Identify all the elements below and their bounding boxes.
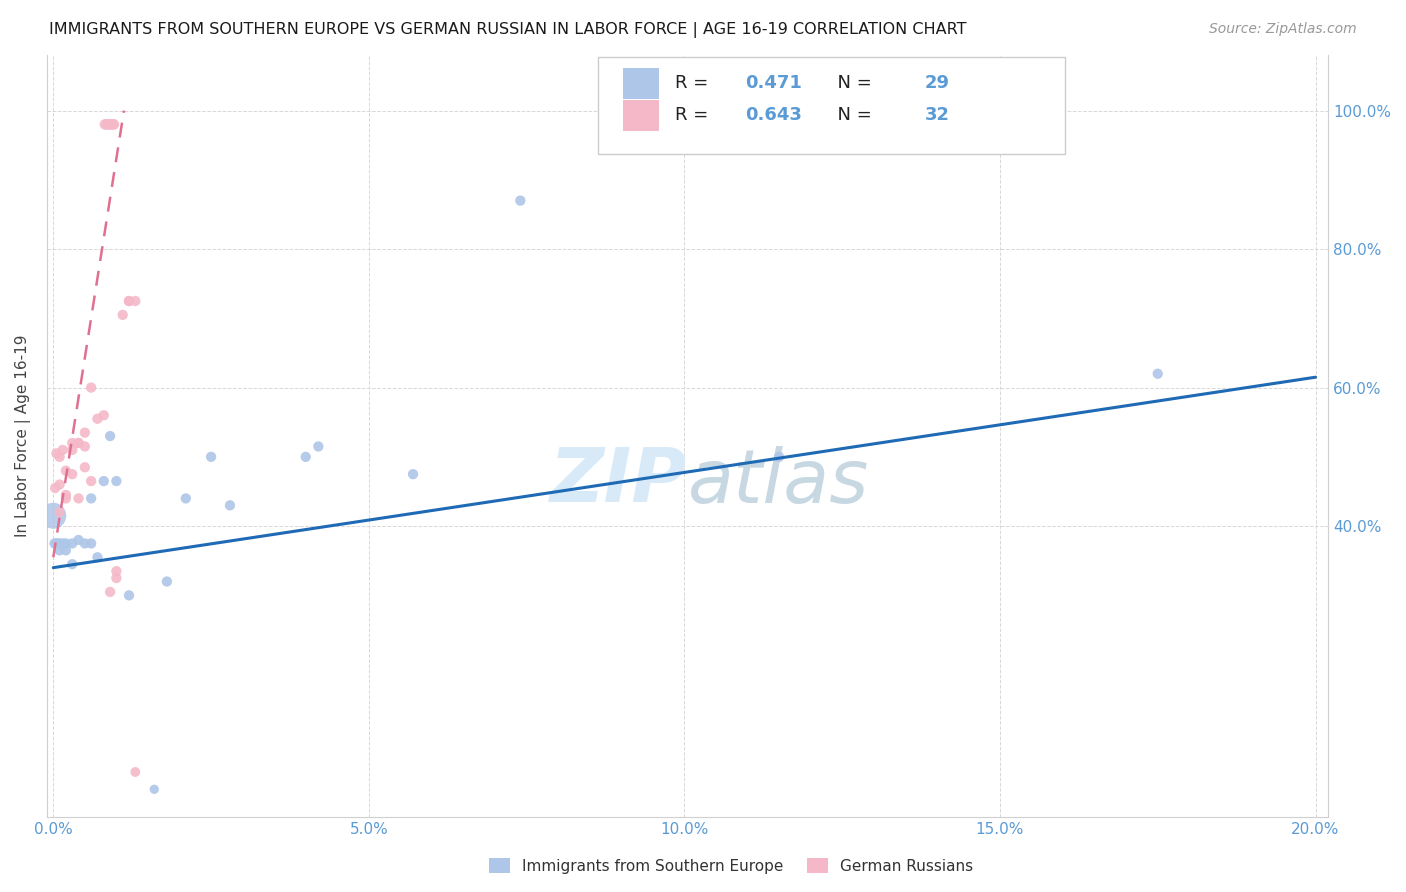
- Point: [55, 488, 77, 502]
- Text: 0.471: 0.471: [745, 74, 801, 93]
- Point: [1146, 367, 1168, 381]
- Point: [200, 450, 222, 464]
- Text: 32: 32: [925, 106, 949, 124]
- Text: N =: N =: [825, 106, 877, 124]
- Point: [768, 450, 790, 464]
- Point: [86, 411, 108, 425]
- Point: [98, 585, 121, 599]
- Point: [55, 464, 77, 478]
- Point: [55, 536, 77, 550]
- Point: [118, 293, 141, 308]
- Point: [48, 477, 70, 491]
- Point: [52, 442, 75, 457]
- Point: [55, 543, 77, 558]
- Point: [60, 467, 83, 482]
- Point: [124, 764, 146, 779]
- Point: [48, 505, 70, 519]
- Point: [97, 117, 120, 131]
- Text: Source: ZipAtlas.com: Source: ZipAtlas.com: [1209, 22, 1357, 37]
- Point: [67, 533, 90, 547]
- Point: [509, 194, 531, 208]
- Point: [86, 550, 108, 565]
- Point: [156, 574, 179, 589]
- Text: R =: R =: [675, 106, 714, 124]
- Point: [67, 436, 90, 450]
- Point: [80, 474, 103, 488]
- Text: R =: R =: [675, 74, 714, 93]
- Point: [93, 409, 115, 423]
- Point: [48, 536, 70, 550]
- Point: [67, 491, 90, 506]
- Point: [45, 536, 67, 550]
- Point: [60, 442, 83, 457]
- Point: [118, 293, 141, 308]
- Text: ZIP: ZIP: [550, 445, 688, 518]
- Point: [44, 481, 66, 495]
- Text: 0.643: 0.643: [745, 106, 801, 124]
- Y-axis label: In Labor Force | Age 16-19: In Labor Force | Age 16-19: [15, 334, 31, 537]
- Point: [105, 571, 128, 585]
- Point: [73, 536, 96, 550]
- Point: [219, 499, 242, 513]
- Point: [44, 536, 66, 550]
- Point: [67, 436, 90, 450]
- Point: [105, 564, 128, 578]
- Point: [124, 293, 146, 308]
- Point: [93, 474, 115, 488]
- FancyBboxPatch shape: [623, 68, 659, 99]
- Point: [80, 491, 103, 506]
- Point: [60, 536, 83, 550]
- Point: [101, 117, 124, 131]
- Legend: Immigrants from Southern Europe, German Russians: Immigrants from Southern Europe, German …: [482, 852, 980, 880]
- Point: [42, 508, 65, 523]
- Text: IMMIGRANTS FROM SOUTHERN EUROPE VS GERMAN RUSSIAN IN LABOR FORCE | AGE 16-19 COR: IMMIGRANTS FROM SOUTHERN EUROPE VS GERMA…: [49, 22, 967, 38]
- Point: [143, 782, 166, 797]
- Point: [307, 440, 329, 454]
- Point: [48, 543, 70, 558]
- Point: [52, 536, 75, 550]
- Point: [94, 117, 117, 131]
- Point: [80, 381, 103, 395]
- Point: [48, 450, 70, 464]
- Point: [80, 536, 103, 550]
- Point: [73, 460, 96, 475]
- Text: N =: N =: [825, 74, 877, 93]
- Point: [73, 440, 96, 454]
- Point: [402, 467, 425, 482]
- Point: [45, 446, 67, 460]
- FancyBboxPatch shape: [598, 57, 1066, 154]
- Point: [73, 425, 96, 440]
- Point: [174, 491, 197, 506]
- Point: [103, 117, 125, 131]
- Point: [118, 588, 141, 602]
- Text: 29: 29: [925, 74, 949, 93]
- Point: [60, 558, 83, 572]
- Point: [60, 436, 83, 450]
- Point: [111, 308, 134, 322]
- Text: atlas: atlas: [688, 446, 869, 517]
- Point: [55, 491, 77, 506]
- Point: [105, 474, 128, 488]
- FancyBboxPatch shape: [623, 100, 659, 130]
- Point: [98, 429, 121, 443]
- Point: [46, 536, 69, 550]
- Point: [98, 117, 121, 131]
- Point: [294, 450, 316, 464]
